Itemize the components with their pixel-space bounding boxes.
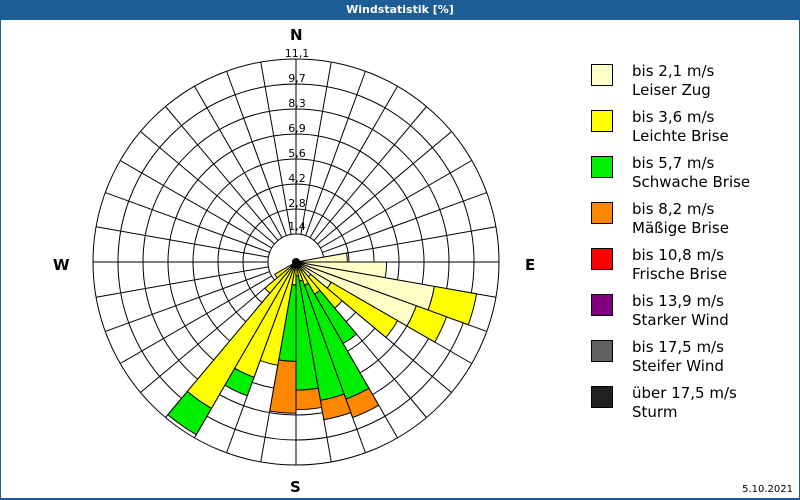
radial-tick-label: 4,2 [288,172,306,185]
legend-name: Schwache Brise [632,173,751,191]
legend-swatch [591,156,613,178]
legend-range: bis 3,6 m/s [632,108,715,126]
chart-panel: 1,4 2,8 4,2 5,6 6,9 8,3 9,7 11,1 N E S W bis 2,… [1,20,799,498]
legend-name: Leichte Brise [632,127,729,145]
legend-name: Sturm [632,403,678,421]
legend-name: Leiser Zug [632,81,711,99]
wind-sector-band [273,261,297,279]
cardinal-north: N [290,26,303,44]
legend-range: bis 5,7 m/s [632,154,715,172]
legend-name: Mäßige Brise [632,219,729,237]
wind-sector-band [264,261,297,294]
wind-sector-band [406,305,448,343]
cardinal-south: S [290,478,301,496]
legend-range: bis 2,1 m/s [632,62,715,80]
legend-range: bis 17,5 m/s [632,338,724,356]
legend-range: bis 8,2 m/s [632,200,715,218]
legend-swatch [591,110,613,132]
window-title: Windstatistik [%] [0,0,800,20]
legend-name: Starker Wind [632,311,729,329]
legend-name: Frische Brise [632,265,728,283]
wind-sector-band [295,387,323,411]
cardinal-east: E [525,256,536,274]
legend-swatch [591,248,613,270]
legend-name: Steifer Wind [632,357,724,375]
date-label: 5.10.2021 [742,484,793,495]
radial-tick-label: 9,7 [288,72,306,85]
radial-tick-label: 1,4 [288,220,306,233]
legend-range: bis 13,9 m/s [632,292,724,310]
wind-rose-chart: 1,4 2,8 4,2 5,6 6,9 8,3 9,7 11,1 [92,47,500,466]
radial-tick-label: 5,6 [288,147,306,160]
legend-swatch [591,64,613,86]
wind-sector-band [167,390,213,436]
cardinal-west: W [53,256,70,274]
radial-tick-label: 2,8 [288,197,306,210]
legend-swatch [591,294,613,316]
radial-tick-label: 11,1 [285,47,310,60]
wind-sector-band [269,359,297,414]
legend-swatch [591,340,613,362]
legend-range: über 17,5 m/s [632,384,737,402]
radial-tick-label: 6,9 [288,122,306,135]
legend-swatch [591,386,613,408]
radial-tick-label: 8,3 [288,97,306,110]
legend-range: bis 10,8 m/s [632,246,724,264]
legend-swatch [591,202,613,224]
